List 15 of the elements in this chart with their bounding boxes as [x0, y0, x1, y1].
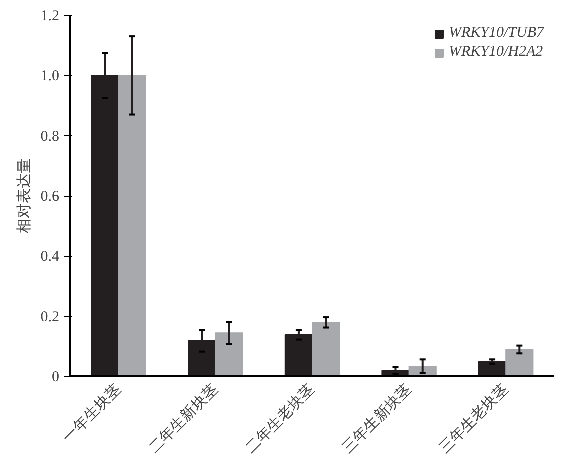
y-tick-label: 1.0 — [40, 68, 60, 85]
y-axis-title: 相对表达量 — [16, 158, 33, 234]
y-tick-label: 0.6 — [40, 189, 60, 205]
y-tick-label: 0.2 — [40, 309, 60, 326]
y-tick-label: 0.8 — [40, 128, 60, 145]
legend-label: WRKY10/H2A2 — [448, 44, 544, 61]
x-tick-label: 二年生老块茎 — [242, 381, 318, 457]
legend-label: WRKY10/TUB7 — [448, 25, 544, 42]
x-tick-label: 二年生新块茎 — [146, 381, 222, 457]
x-tick-label: 三年生老块茎 — [436, 381, 512, 457]
x-tick-label: 一年生块茎 — [60, 381, 125, 446]
y-tick-label: 1.2 — [40, 8, 60, 24]
y-tick-label: 0 — [52, 370, 60, 386]
y-tick-label: 0.4 — [40, 249, 60, 266]
x-tick-label: 三年生新块茎 — [339, 381, 415, 457]
